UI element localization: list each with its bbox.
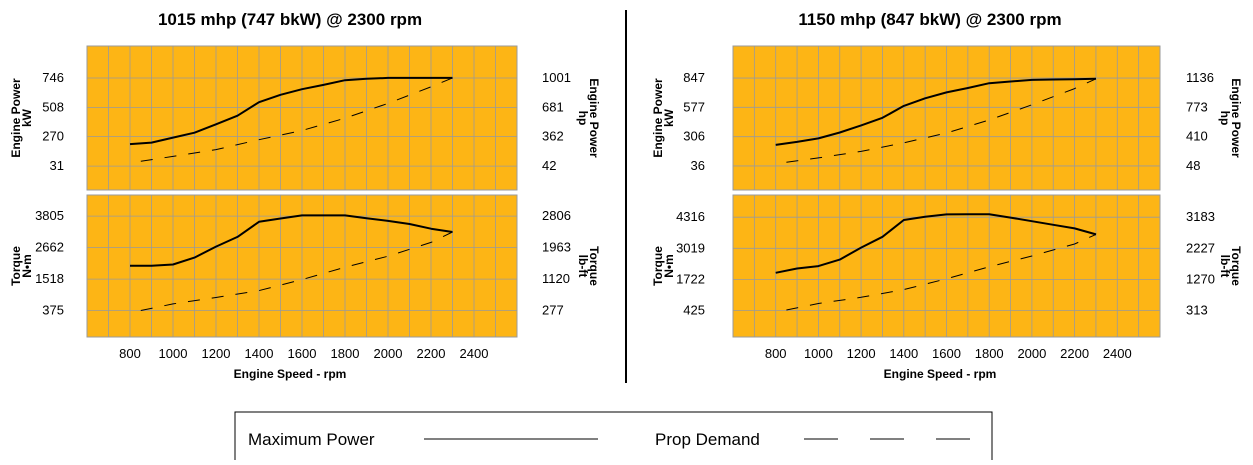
x-tick-label: 1200	[202, 346, 231, 361]
x-tick-label: 1000	[159, 346, 188, 361]
y-axis-label-left: Engine PowerkW	[9, 78, 34, 158]
y-tick-label-left: 746	[42, 70, 64, 85]
x-tick-label: 1600	[288, 346, 317, 361]
y-axis-label-line: Engine Power	[1229, 78, 1243, 158]
legend-label-prop-demand: Prop Demand	[655, 430, 760, 449]
y-axis-label-line: Torque	[651, 246, 665, 286]
y-axis-label-line: Torque	[1229, 246, 1243, 286]
legend: Maximum Power Prop Demand	[234, 411, 993, 465]
y-tick-label-left: 508	[42, 99, 64, 114]
y-tick-label-right: 773	[1186, 99, 1208, 114]
legend-box	[234, 411, 993, 465]
y-axis-label-line: N•m	[20, 254, 34, 278]
y-axis-label-right: Engine Powerhp	[576, 78, 601, 158]
y-tick-label-left: 577	[683, 99, 705, 114]
y-tick-label-left: 270	[42, 129, 64, 144]
x-axis-label: Engine Speed - rpm	[884, 367, 997, 381]
x-tick-label: 1400	[889, 346, 918, 361]
y-axis-label-line: Torque	[587, 246, 601, 286]
y-tick-label-right: 48	[1186, 158, 1200, 173]
y-tick-label-left: 31	[50, 158, 64, 173]
y-tick-label-right: 1120	[542, 271, 570, 286]
y-tick-label-right: 313	[1186, 303, 1208, 318]
max-power-line	[130, 214, 453, 267]
y-axis-label-left: Engine PowerkW	[651, 78, 676, 158]
x-tick-label: 2200	[1060, 346, 1089, 361]
x-axis-label: Engine Speed - rpm	[234, 367, 347, 381]
y-tick-label-left: 375	[42, 303, 64, 318]
y-tick-label-right: 2227	[1186, 240, 1215, 255]
x-tick-label: 2000	[374, 346, 403, 361]
max-power-line	[775, 77, 1097, 146]
x-tick-label: 1800	[331, 346, 360, 361]
x-tick-label: 2000	[1017, 346, 1046, 361]
x-tick-label: 2400	[460, 346, 489, 361]
y-tick-label-right: 1001	[542, 70, 571, 85]
y-tick-label-right: 3183	[1186, 209, 1215, 224]
y-axis-label-line: kW	[662, 108, 676, 127]
y-axis-label-right: Torquelb-ft	[1218, 246, 1243, 286]
y-tick-label-right: 1270	[1186, 271, 1215, 286]
y-axis-label-left: TorqueN•m	[651, 246, 676, 286]
y-tick-label-left: 36	[691, 158, 705, 173]
y-axis-label-line: lb-ft	[576, 255, 590, 278]
legend-label-max-power: Maximum Power	[248, 430, 375, 449]
y-tick-label-right: 277	[542, 303, 564, 318]
y-tick-label-right: 681	[542, 99, 564, 114]
y-tick-label-left: 3805	[35, 208, 64, 223]
x-tick-label: 800	[765, 346, 787, 361]
y-tick-label-left: 425	[683, 303, 705, 318]
chart-title: 1015 mhp (747 bkW) @ 2300 rpm	[158, 10, 422, 29]
y-tick-label-right: 2806	[542, 208, 571, 223]
y-axis-label-line: Torque	[9, 246, 23, 286]
y-tick-label-right: 1963	[542, 240, 571, 255]
x-tick-label: 1200	[847, 346, 876, 361]
y-axis-label-line: lb-ft	[1218, 255, 1232, 278]
max-power-line	[129, 76, 453, 146]
y-axis-label-left: TorqueN•m	[9, 246, 34, 286]
y-tick-label-left: 306	[683, 129, 705, 144]
y-tick-label-right: 410	[1186, 129, 1208, 144]
x-tick-label: 1600	[932, 346, 961, 361]
y-axis-label-line: N•m	[662, 254, 676, 278]
y-tick-label-left: 1518	[35, 271, 64, 286]
y-tick-label-right: 1136	[1186, 70, 1214, 85]
y-tick-label-left: 847	[683, 70, 705, 85]
x-tick-label: 1000	[804, 346, 833, 361]
y-tick-label-right: 42	[542, 158, 556, 173]
y-tick-label-left: 1722	[676, 271, 705, 286]
x-tick-label: 1400	[245, 346, 274, 361]
max-power-line	[775, 213, 1097, 274]
y-axis-label-right: Engine Powerhp	[1218, 78, 1243, 158]
x-tick-label: 1800	[975, 346, 1004, 361]
x-tick-label: 2400	[1103, 346, 1132, 361]
y-axis-label-line: Engine Power	[9, 78, 23, 158]
y-axis-label-line: Engine Power	[651, 78, 665, 158]
chart-747-bkw: 1015 mhp (747 bkW) @ 2300 rpm Engine Spe…	[9, 10, 601, 381]
y-tick-label-left: 2662	[35, 240, 64, 255]
y-tick-label-left: 3019	[676, 240, 705, 255]
y-axis-label-right: Torquelb-ft	[576, 246, 601, 286]
x-tick-label: 2200	[417, 346, 446, 361]
y-tick-label-left: 4316	[676, 209, 705, 224]
y-axis-label-line: kW	[20, 108, 34, 127]
y-tick-label-right: 362	[542, 129, 564, 144]
chart-title: 1150 mhp (847 bkW) @ 2300 rpm	[798, 10, 1061, 29]
y-axis-label-line: hp	[1218, 111, 1232, 126]
y-axis-label-line: hp	[576, 111, 590, 126]
y-axis-label-line: Engine Power	[587, 78, 601, 158]
x-tick-label: 800	[119, 346, 141, 361]
chart-847-bkw: 1150 mhp (847 bkW) @ 2300 rpm Engine Spe…	[651, 10, 1243, 381]
